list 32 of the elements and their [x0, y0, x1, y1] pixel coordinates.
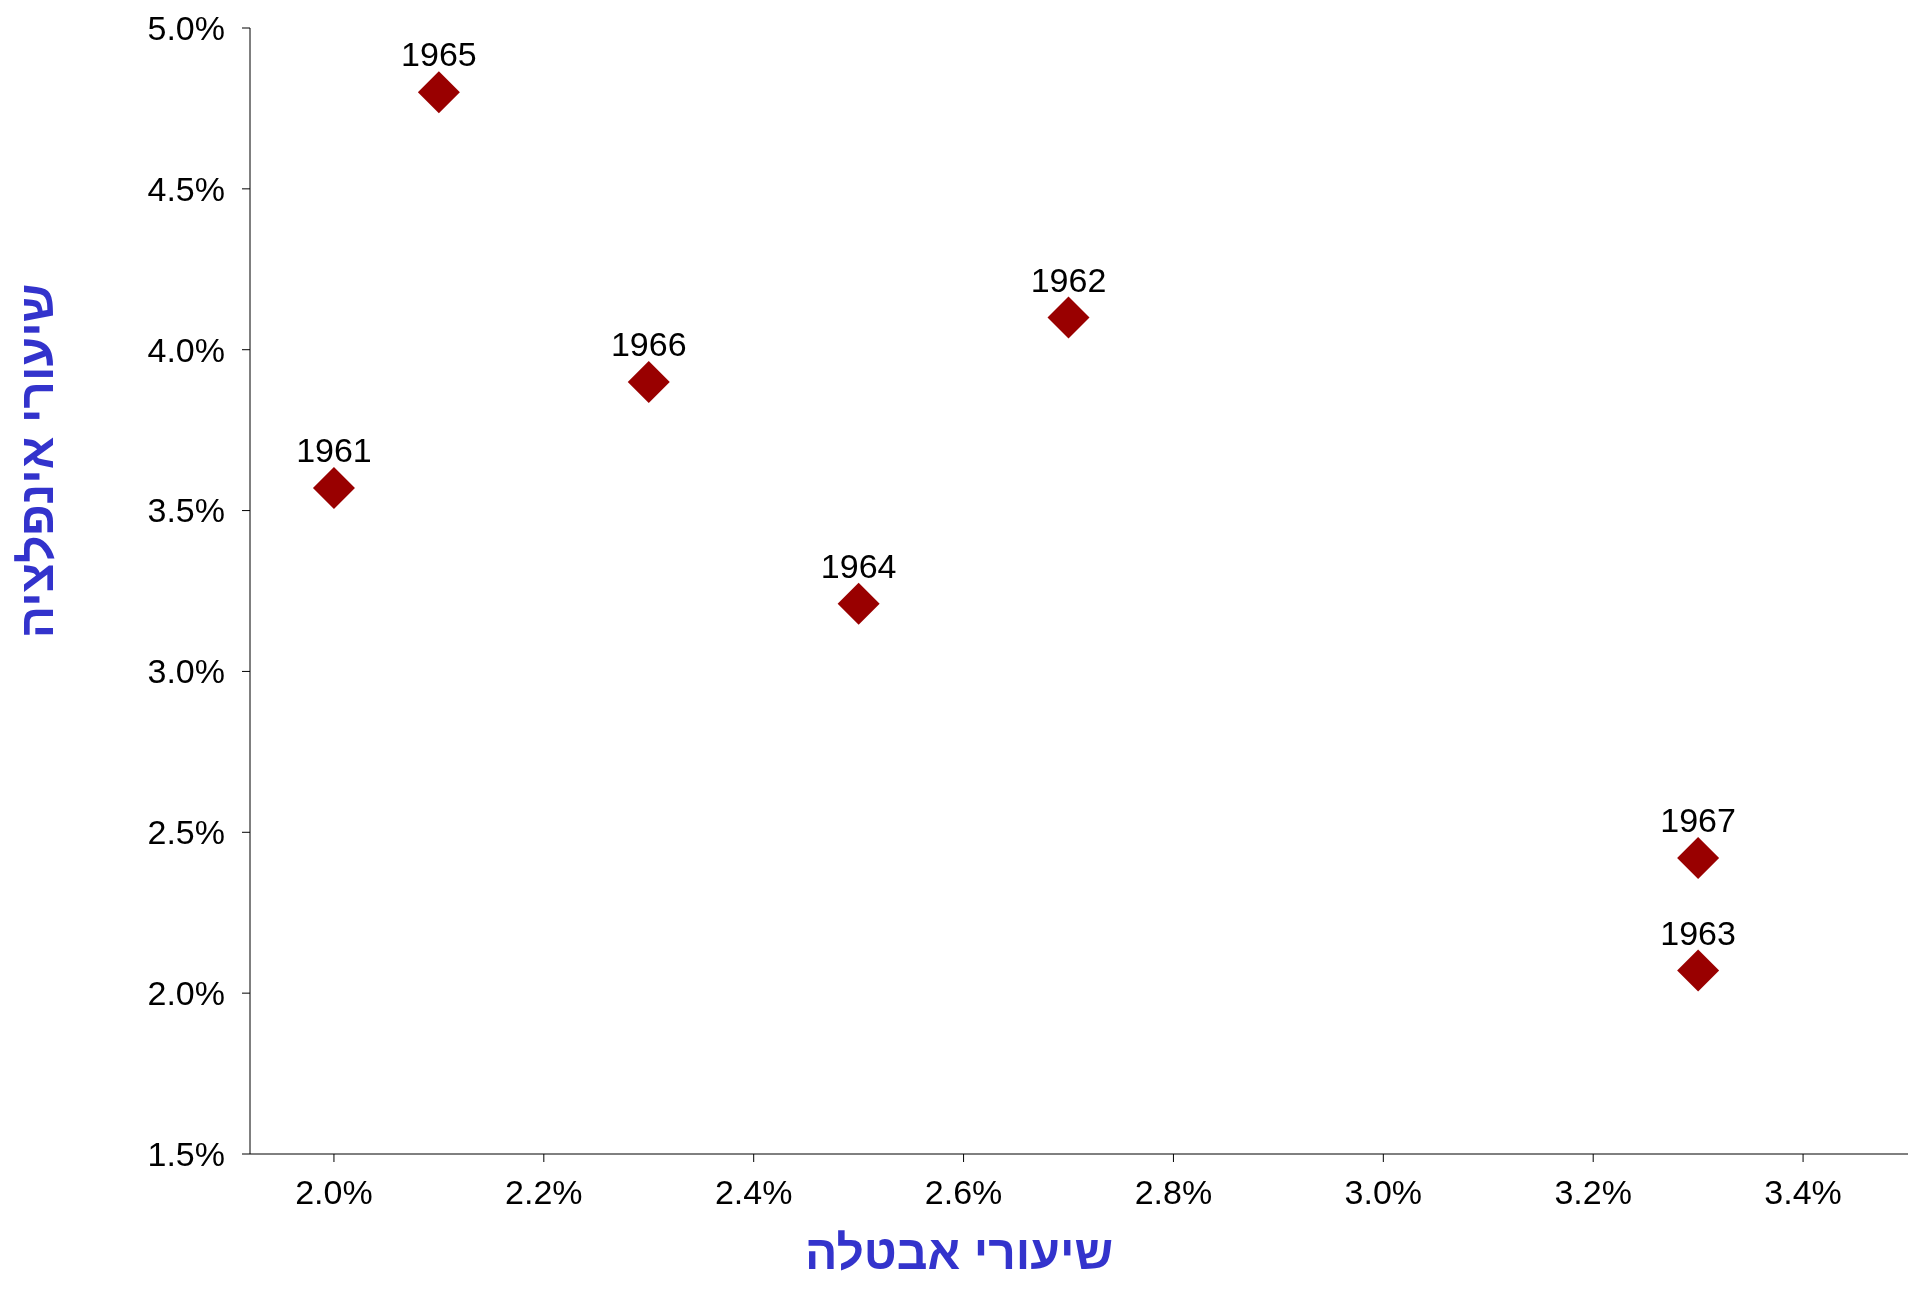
- annotation: 1963: [1660, 913, 1736, 952]
- y-tick-label: 5.0%: [147, 8, 225, 47]
- point: [1677, 837, 1720, 880]
- annotation: 1965: [401, 35, 477, 74]
- x-tick-label: 2.6%: [924, 1173, 1003, 1211]
- point: [417, 71, 460, 114]
- point: [837, 582, 880, 625]
- x-tick-label: 2.4%: [714, 1173, 793, 1211]
- annotation: 1967: [1660, 801, 1736, 840]
- y-tick-label: 2.5%: [147, 813, 225, 852]
- y-tick-label: 3.0%: [147, 652, 225, 691]
- annotation: 1966: [610, 324, 687, 363]
- x-tick-label: 2.0%: [295, 1173, 373, 1211]
- point: [1047, 296, 1090, 339]
- annotation: 1961: [296, 431, 372, 470]
- x-tick-label: 2.2%: [505, 1173, 583, 1211]
- y-tick-label: 3.5%: [147, 491, 225, 530]
- annotation: 1962: [1030, 260, 1107, 299]
- x-tick-label: 3.4%: [1764, 1173, 1842, 1211]
- y-axis-title: שיעורי אינפלציה: [10, 283, 63, 639]
- x-tick-label: 2.8%: [1134, 1173, 1213, 1211]
- y-tick-label: 2.0%: [147, 974, 225, 1013]
- annotation: 1964: [820, 546, 897, 585]
- x-tick-label: 3.0%: [1344, 1173, 1423, 1211]
- y-tick-label: 4.0%: [147, 330, 225, 369]
- y-tick-label: 1.5%: [147, 1134, 225, 1173]
- x-tick-label: 3.2%: [1554, 1173, 1632, 1211]
- x-axis-title: שיעורי אבטלה: [804, 1226, 1114, 1279]
- y-tick-label: 4.5%: [147, 169, 225, 208]
- point: [627, 360, 670, 403]
- point: [312, 467, 355, 510]
- point: [1677, 949, 1720, 992]
